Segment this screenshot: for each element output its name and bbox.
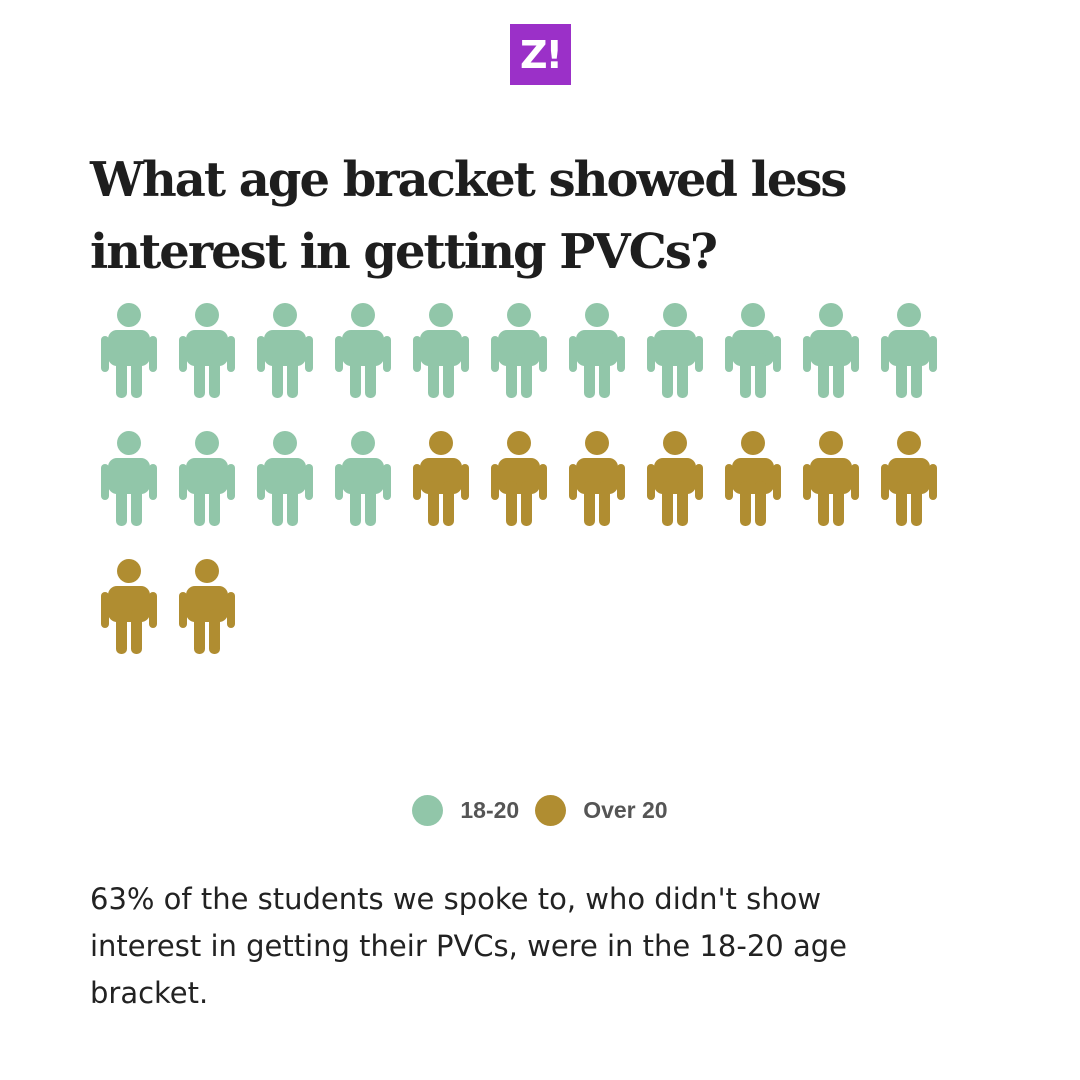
legend-item: 18-20 xyxy=(412,794,520,826)
person-icon xyxy=(647,431,703,526)
person-icon xyxy=(569,431,625,526)
legend-swatch xyxy=(535,794,567,826)
person-icon xyxy=(101,303,157,398)
person-icon xyxy=(179,431,235,526)
chart-title: What age bracket showed less interest in… xyxy=(90,152,847,280)
person-icon xyxy=(725,431,781,526)
caption: 63% of the students we spoke to, who did… xyxy=(90,882,847,1010)
person-icon xyxy=(257,431,313,526)
legend-label: 18-20 xyxy=(460,796,520,823)
logo: Z! xyxy=(510,24,571,85)
legend-label: Over 20 xyxy=(583,796,668,823)
person-icon xyxy=(335,431,391,526)
person-icon xyxy=(881,303,937,398)
person-icon xyxy=(647,303,703,398)
person-icon xyxy=(179,559,235,654)
person-icon xyxy=(335,303,391,398)
legend-swatch xyxy=(412,794,444,826)
person-icon xyxy=(101,431,157,526)
logo-text: Z! xyxy=(520,32,563,77)
person-icon xyxy=(569,303,625,398)
person-icon xyxy=(803,431,859,526)
legend: 18-20 Over 20 xyxy=(0,792,1080,828)
person-icon xyxy=(491,303,547,398)
person-icon xyxy=(803,303,859,398)
person-icon xyxy=(257,303,313,398)
legend-item: Over 20 xyxy=(535,794,668,826)
pictogram-chart xyxy=(101,303,937,654)
person-icon xyxy=(881,431,937,526)
person-icon xyxy=(413,431,469,526)
person-icon xyxy=(179,303,235,398)
person-icon xyxy=(491,431,547,526)
person-icon xyxy=(413,303,469,398)
person-icon xyxy=(101,559,157,654)
person-icon xyxy=(725,303,781,398)
